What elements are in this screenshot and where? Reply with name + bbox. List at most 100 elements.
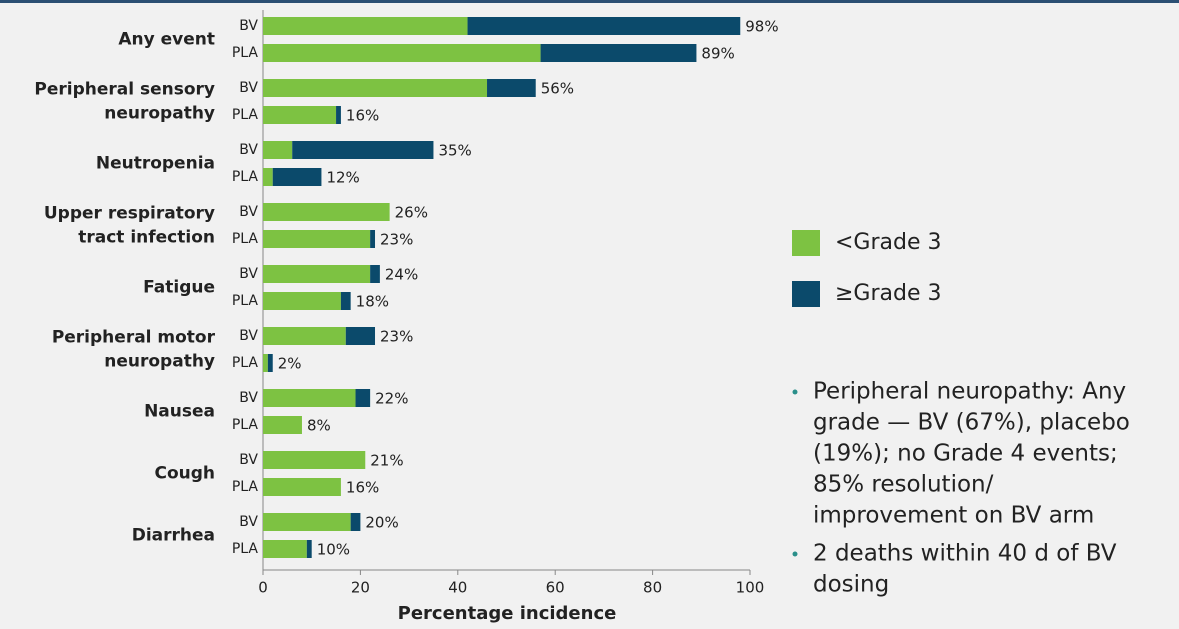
bar-segment: [263, 230, 371, 248]
group-label: neuropathy: [104, 352, 215, 372]
value-label: 16%: [346, 107, 379, 125]
value-label: 98%: [745, 18, 778, 36]
bar-segment: [263, 203, 390, 221]
note-text: 85% resolution/: [813, 472, 994, 498]
bullet: [792, 389, 798, 395]
bar-segment: [263, 141, 293, 159]
arm-label: BV: [239, 142, 258, 158]
bar-segment: [340, 292, 351, 310]
bar-segment: [370, 265, 380, 283]
bar-segment: [263, 354, 268, 372]
bar-segment: [263, 17, 468, 35]
bar-segment: [263, 416, 302, 434]
x-tick-label: 80: [643, 579, 662, 597]
arm-label: PLA: [232, 479, 259, 495]
value-label: 35%: [438, 142, 471, 160]
x-tick-label: 40: [448, 579, 467, 597]
bar-segment: [263, 327, 346, 345]
group-label: Cough: [154, 464, 215, 484]
value-label: 10%: [317, 541, 350, 559]
bar-segment: [292, 141, 434, 159]
arm-label: PLA: [232, 231, 259, 247]
bar-segment: [370, 230, 376, 248]
x-tick-label: 20: [351, 579, 370, 597]
x-axis-label: Percentage incidence: [398, 603, 617, 624]
value-label: 89%: [701, 45, 734, 63]
bar-segment: [263, 168, 273, 186]
bullet: [792, 551, 798, 557]
bar-segment: [487, 79, 536, 97]
value-label: 8%: [307, 417, 331, 435]
note-text: Peripheral neuropathy: Any: [813, 379, 1126, 405]
group-label: Neutropenia: [96, 154, 215, 174]
bar-segment: [263, 265, 371, 283]
arm-label: PLA: [232, 45, 259, 61]
bar-segment: [540, 44, 697, 62]
value-label: 23%: [380, 328, 413, 346]
value-label: 26%: [395, 204, 428, 222]
value-label: 18%: [356, 293, 389, 311]
arm-label: PLA: [232, 169, 259, 185]
x-tick-label: 60: [546, 579, 565, 597]
arm-label: BV: [239, 18, 258, 34]
bar-segment: [355, 389, 371, 407]
group-label: Diarrhea: [132, 526, 215, 546]
legend-swatch: [792, 281, 820, 307]
top-border: [0, 0, 1179, 3]
value-label: 56%: [541, 80, 574, 98]
x-tick-label: 100: [736, 579, 765, 597]
arm-label: PLA: [232, 293, 259, 309]
bar-segment: [267, 354, 273, 372]
note-text: grade — BV (67%), placebo: [813, 410, 1130, 436]
bar-segment: [336, 106, 341, 124]
x-tick-label: 0: [258, 579, 268, 597]
arm-label: BV: [239, 204, 258, 220]
arm-label: PLA: [232, 107, 259, 123]
value-label: 2%: [278, 355, 302, 373]
note-text: 2 deaths within 40 d of BV: [813, 541, 1117, 567]
group-label: Upper respiratory: [44, 204, 215, 224]
value-label: 21%: [370, 452, 403, 470]
arm-label: BV: [239, 514, 258, 530]
bar-segment: [263, 292, 341, 310]
bar-segment: [263, 79, 488, 97]
bar-segment: [263, 513, 351, 531]
bar-segment: [263, 540, 307, 558]
group-label: tract infection: [78, 228, 215, 248]
value-label: 23%: [380, 231, 413, 249]
bar-segment: [345, 327, 376, 345]
arm-label: PLA: [232, 541, 259, 557]
arm-label: BV: [239, 452, 258, 468]
arm-label: BV: [239, 266, 258, 282]
arm-label: PLA: [232, 417, 259, 433]
group-label: Any event: [118, 30, 215, 50]
bar-segment: [272, 168, 322, 186]
group-label: Fatigue: [143, 278, 215, 298]
value-label: 22%: [375, 390, 408, 408]
note-text: improvement on BV arm: [813, 503, 1094, 529]
arm-label: BV: [239, 80, 258, 96]
bar-segment: [263, 451, 366, 469]
value-label: 16%: [346, 479, 379, 497]
arm-label: BV: [239, 328, 258, 344]
bar-segment: [263, 44, 541, 62]
group-label: Peripheral sensory: [34, 80, 215, 100]
bar-segment: [263, 389, 356, 407]
bar-segment: [263, 478, 341, 496]
value-label: 12%: [326, 169, 359, 187]
note-text: (19%); no Grade 4 events;: [813, 441, 1118, 467]
legend-label: <Grade 3: [835, 230, 942, 255]
arm-label: BV: [239, 390, 258, 406]
legend-label: ≥Grade 3: [835, 281, 942, 306]
legend-swatch: [792, 230, 820, 256]
value-label: 20%: [365, 514, 398, 532]
bar-segment: [467, 17, 741, 35]
bar-segment: [306, 540, 312, 558]
group-label: Peripheral motor: [52, 328, 216, 348]
group-label: neuropathy: [104, 104, 215, 124]
arm-label: PLA: [232, 355, 259, 371]
value-label: 24%: [385, 266, 418, 284]
bar-segment: [350, 513, 361, 531]
note-text: dosing: [813, 572, 889, 598]
